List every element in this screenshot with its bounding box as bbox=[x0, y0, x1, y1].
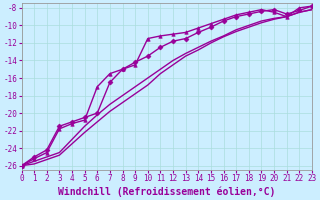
X-axis label: Windchill (Refroidissement éolien,°C): Windchill (Refroidissement éolien,°C) bbox=[58, 186, 276, 197]
